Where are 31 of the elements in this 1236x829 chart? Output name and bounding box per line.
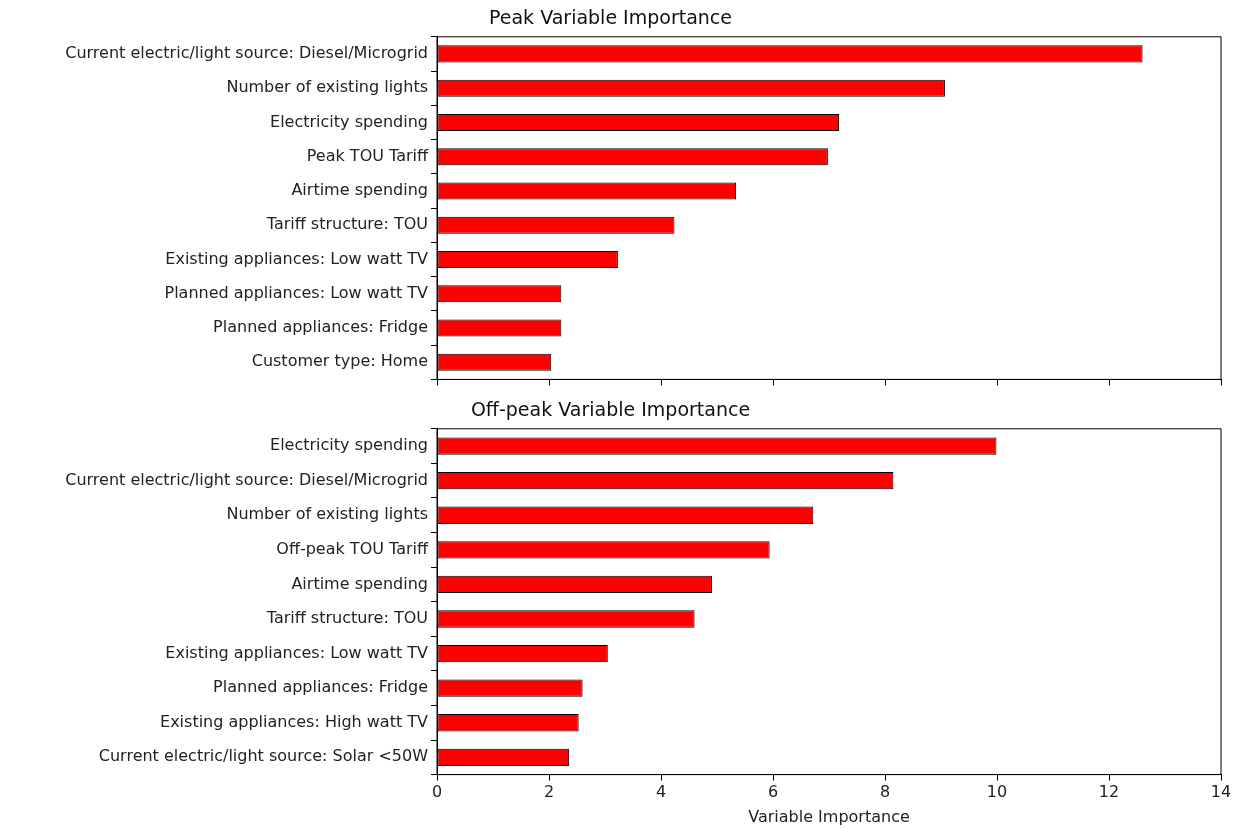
y-tick-label: Number of existing lights bbox=[226, 504, 428, 524]
y-tick-label: Airtime spending bbox=[291, 180, 428, 200]
y-tick-label: Electricity spending bbox=[270, 111, 428, 131]
x-tick-label: 14 bbox=[1210, 782, 1232, 802]
y-tick-label: Existing appliances: Low watt TV bbox=[165, 642, 429, 662]
chart-title: Peak Variable Importance bbox=[488, 6, 733, 29]
y-tick-label: Planned appliances: Fridge bbox=[213, 317, 428, 337]
y-tick-label: Electricity spending bbox=[270, 435, 428, 455]
x-tick-label: 12 bbox=[1098, 782, 1120, 802]
x-tick-label: 10 bbox=[986, 782, 1008, 802]
y-tick-label: Planned appliances: Low watt TV bbox=[164, 282, 429, 302]
y-tick-label: Current electric/light source: Diesel/Microgrid bbox=[65, 43, 428, 63]
y-tick-label: Existing appliances: High watt TV bbox=[160, 711, 429, 731]
y-tick-label: Planned appliances: Fridge bbox=[213, 677, 428, 697]
x-tick-label: 2 bbox=[543, 782, 555, 802]
y-tick-label: Existing appliances: Low watt TV bbox=[165, 248, 429, 268]
x-axis-title: Variable Importance bbox=[748, 806, 910, 826]
y-tick-label: Tariff structure: TOU bbox=[265, 214, 428, 234]
y-tick-label: Customer type: Home bbox=[251, 351, 428, 371]
x-tick-label: 6 bbox=[767, 782, 779, 802]
y-tick-label: Number of existing lights bbox=[226, 77, 428, 97]
y-tick-label: Peak TOU Tariff bbox=[306, 145, 429, 165]
x-tick-label: 4 bbox=[655, 782, 667, 802]
chart-title: Off-peak Variable Importance bbox=[470, 398, 751, 421]
y-tick-label: Current electric/light source: Solar <50W bbox=[98, 746, 429, 766]
y-tick-label: Tariff structure: TOU bbox=[265, 608, 428, 628]
x-tick-label: 8 bbox=[879, 782, 891, 802]
y-tick-label: Airtime spending bbox=[291, 573, 428, 593]
y-tick-label: Current electric/light source: Diesel/Microgrid bbox=[65, 469, 428, 489]
x-tick-label: 0 bbox=[431, 782, 443, 802]
y-tick-label: Off-peak TOU Tariff bbox=[276, 538, 429, 558]
